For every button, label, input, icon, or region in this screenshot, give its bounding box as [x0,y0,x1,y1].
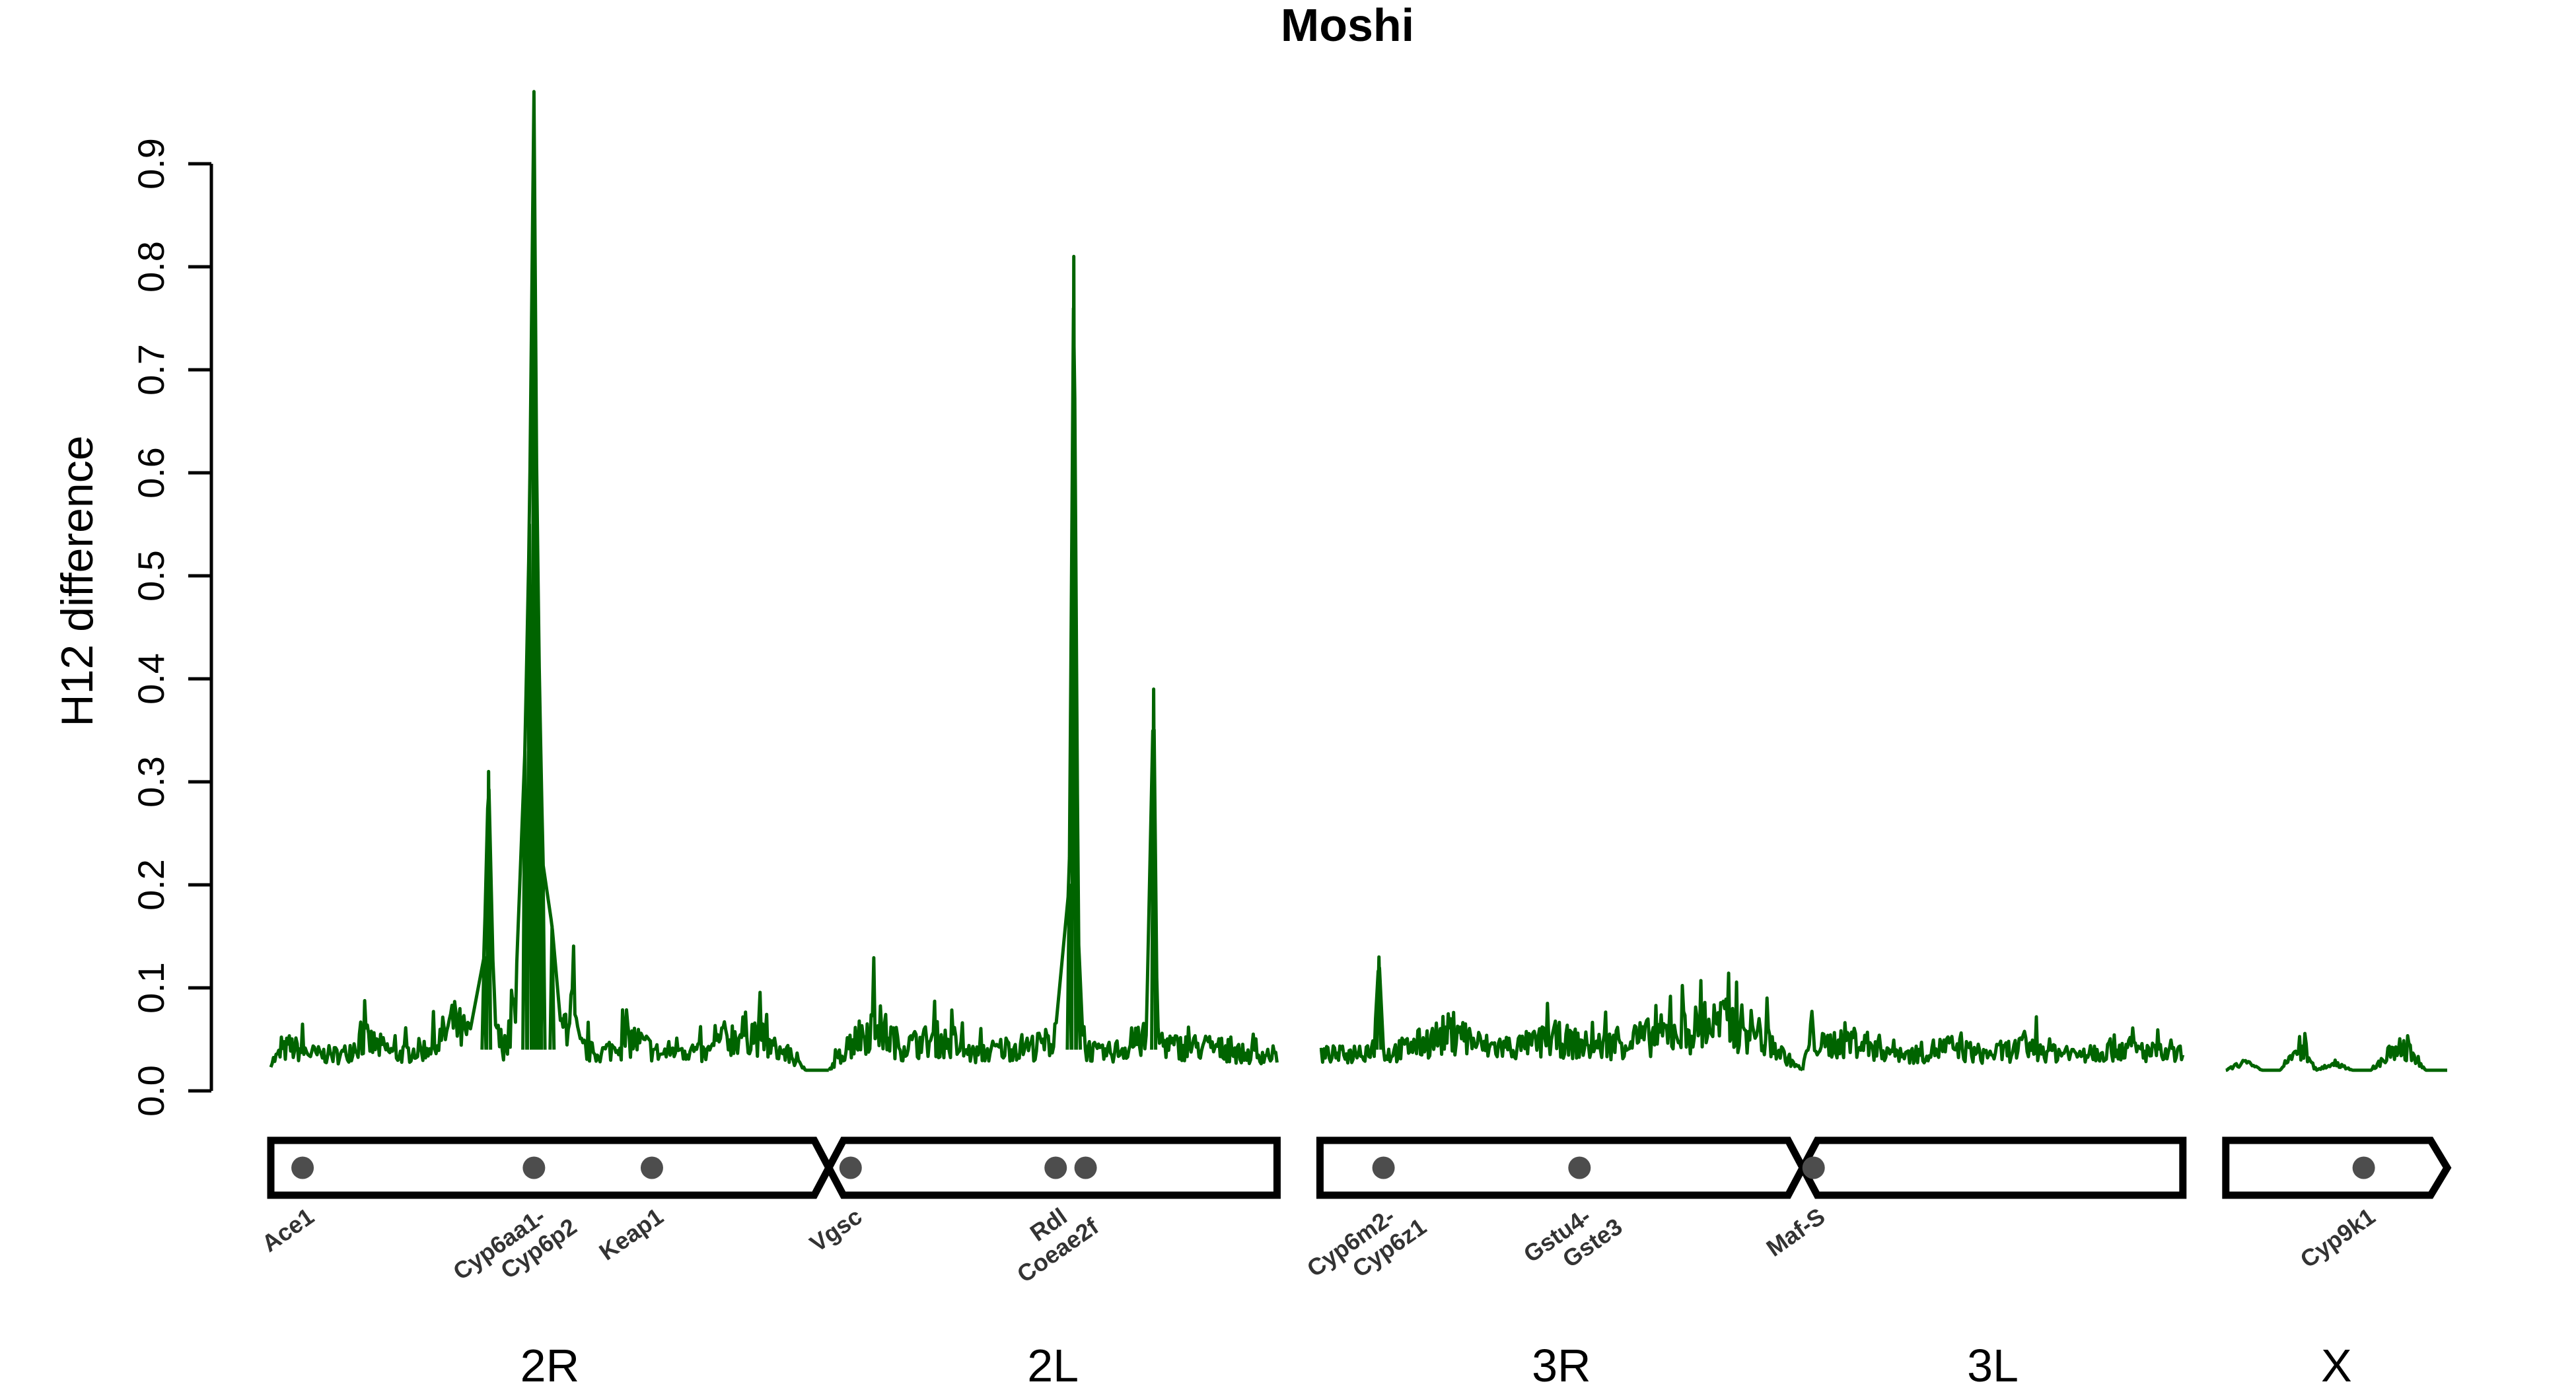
chromosome-3 [1316,1136,2187,1199]
gene-dot [1074,1156,1097,1179]
arm-label-3L: 3L [1967,1340,2019,1387]
gene-label: RdlCoeae2f [997,1191,1104,1288]
gene-dot [1568,1156,1591,1179]
gene-label-line: Ace1 [257,1202,319,1257]
gene-dot [1044,1156,1067,1179]
arm-label-X: X [2321,1340,2352,1387]
y-tick-label: 0.7 [130,344,172,396]
arm-label-2R: 2R [520,1340,579,1387]
gene-dot [522,1156,546,1179]
y-tick-label: 0.3 [130,756,172,808]
y-tick-label: 0.6 [130,447,172,499]
series-line-2R [269,90,830,1072]
y-tick-label: 0.1 [130,962,172,1014]
gene-label-line: Vgsc [805,1202,867,1257]
series-layer [269,90,2448,1072]
y-axis: 0.0 0.1 0.2 0.3 0.4 0.5 0.6 0.7 0.8 0.9 [130,138,213,1117]
gene-dot [291,1156,314,1179]
gene-label: Keap1 [594,1202,668,1266]
y-tick-label: 0.9 [130,138,172,190]
chromosome-2 [267,1136,1281,1199]
series-line-2L [827,254,1279,1072]
gene-label: Cyp6aa1-Cyp6p2 [448,1191,581,1307]
gene-label: Maf-S [1762,1202,1830,1262]
gene-label: Vgsc [805,1202,867,1257]
series-line-X [2225,1031,2448,1072]
gene-label: Gstu4-Gste3 [1519,1191,1627,1290]
gene-label: Cyp9k1 [2295,1202,2380,1273]
gene-dot [839,1156,862,1179]
gene-label-line: Keap1 [594,1202,668,1266]
gene-label-line: Maf-S [1762,1202,1830,1262]
y-tick-label: 0.4 [130,653,172,705]
y-tick-label: 0.5 [130,550,172,602]
arm-label-3R: 3R [1532,1340,1591,1387]
gene-dot [1802,1156,1825,1179]
series-line-3L [1801,1010,2185,1071]
chromosome-x [2222,1136,2452,1199]
arm-labels: 2R 2L 3R 3L X [520,1340,2352,1390]
gene-label: Cyp6m2-Cyp6z1 [1302,1191,1431,1304]
y-tick-label: 0.2 [130,859,172,911]
chromosome-ideogram [267,1136,2452,1199]
series-line-3R [1319,955,1805,1072]
chart-title: Moshi [1281,0,1414,51]
y-tick-label: 0.0 [130,1065,172,1117]
arm-label-2L: 2L [1027,1340,1079,1387]
y-tick-label: 0.8 [130,241,172,293]
gene-label-line: Cyp9k1 [2295,1202,2380,1273]
y-axis-title: H12 difference [52,435,102,726]
gene-dot [1372,1156,1395,1179]
gene-dot [640,1156,663,1179]
gene-label: Ace1 [257,1202,319,1257]
gene-dot [2352,1156,2375,1179]
